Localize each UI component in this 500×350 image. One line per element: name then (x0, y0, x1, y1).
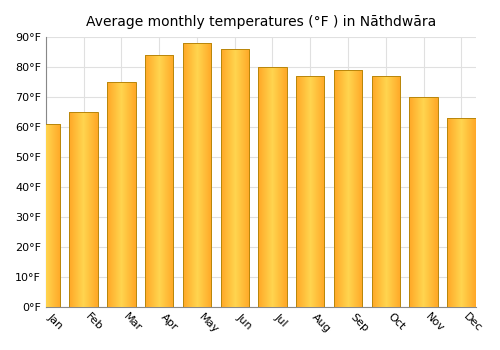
Bar (32, 124, 60, 307)
Bar (410, 97, 438, 307)
Bar (258, 67, 286, 307)
Bar (220, 49, 249, 307)
Bar (334, 70, 362, 307)
Bar (183, 43, 211, 307)
Bar (447, 118, 476, 307)
Bar (296, 76, 324, 307)
Bar (183, 43, 211, 307)
Bar (372, 76, 400, 307)
Bar (107, 82, 136, 307)
Bar (145, 55, 174, 307)
Bar (145, 55, 174, 307)
Bar (447, 118, 476, 307)
Bar (107, 82, 136, 307)
Bar (296, 76, 324, 307)
Title: Average monthly temperatures (°F ) in Nāthdwāra: Average monthly temperatures (°F ) in Nā… (86, 15, 436, 29)
Bar (70, 112, 98, 307)
Bar (334, 70, 362, 307)
Bar (32, 124, 60, 307)
Bar (70, 112, 98, 307)
Bar (220, 49, 249, 307)
Bar (410, 97, 438, 307)
Bar (372, 76, 400, 307)
Bar (258, 67, 286, 307)
